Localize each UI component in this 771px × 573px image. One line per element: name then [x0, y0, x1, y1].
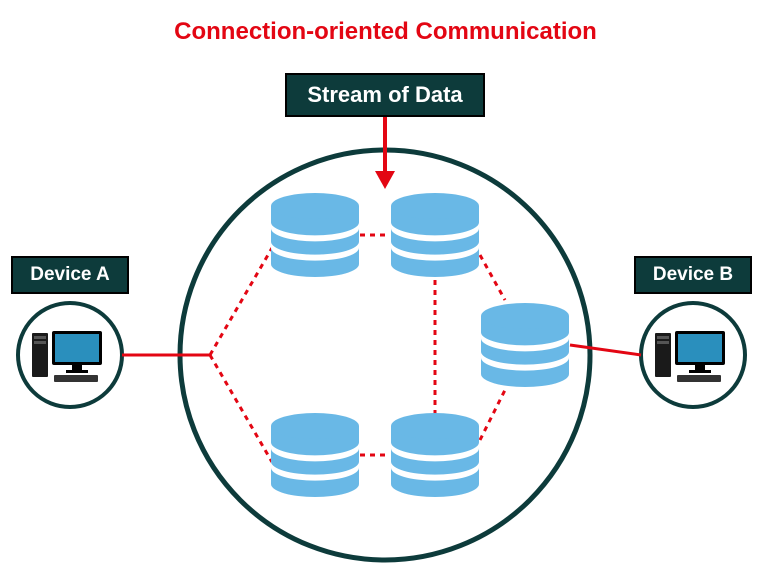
data-cylinder-2 [481, 303, 569, 387]
data-cylinder-4 [271, 413, 359, 497]
device-a-computer-icon [32, 331, 102, 382]
path-line-5 [480, 390, 505, 440]
device-b-computer-icon [655, 331, 725, 382]
path-line-0 [210, 248, 272, 355]
path-line-1 [210, 355, 272, 462]
stream-arrow-head [375, 171, 395, 189]
data-cylinder-3 [391, 413, 479, 497]
data-cylinder-0 [271, 193, 359, 277]
path-line-4 [480, 255, 505, 300]
connection-line-1 [570, 345, 641, 355]
diagram-canvas [0, 0, 771, 573]
data-cylinder-1 [391, 193, 479, 277]
